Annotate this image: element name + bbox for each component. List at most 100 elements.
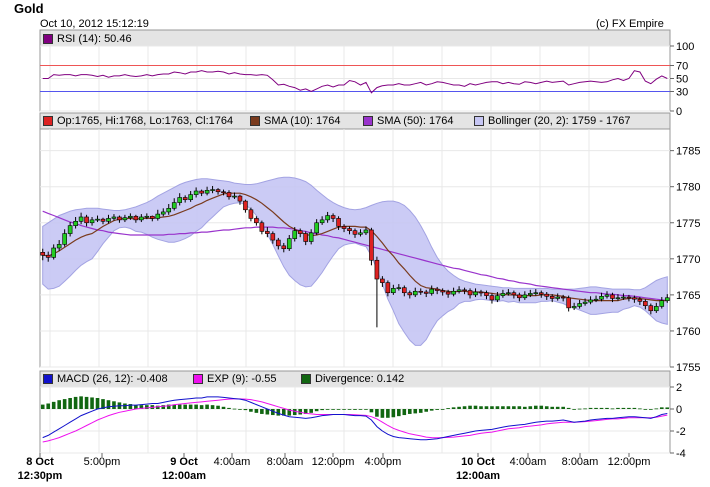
exp-swatch (193, 374, 203, 384)
candle-body (100, 218, 106, 222)
candle-body (144, 215, 150, 218)
candle-body (139, 216, 144, 221)
x-time-label: 12:30pm (18, 470, 63, 482)
candle-body (445, 291, 451, 295)
divergence-bar (314, 409, 319, 412)
divergence-bar (369, 409, 374, 413)
divergence-bar (577, 408, 582, 410)
sma50-line (42, 210, 668, 302)
macd-legend-label: MACD (26, 12): -0.408 (57, 373, 168, 385)
divergence-bar (134, 405, 138, 409)
candle-body (128, 215, 133, 219)
candle-body (484, 292, 489, 296)
x-time-label: 5:00pm (84, 456, 121, 468)
candle-body (319, 219, 325, 224)
candle-body (418, 290, 424, 293)
candle-body (489, 295, 495, 301)
candle-body (166, 208, 172, 213)
divergence-bar (106, 400, 111, 409)
candle-body (533, 292, 539, 295)
divergence-bar (123, 403, 127, 409)
divergence-bar (418, 409, 423, 413)
copyright: (c) FX Empire (596, 18, 664, 30)
candle-body (654, 306, 659, 312)
price-ytick-label: 1760 (676, 326, 700, 338)
divergence-bar (566, 407, 571, 409)
candle-body (522, 294, 528, 299)
divergence-bar (380, 409, 385, 418)
candle-body (363, 229, 369, 234)
divergence-bar (479, 406, 483, 409)
candle-body (193, 190, 199, 195)
divergence-bar (155, 405, 160, 409)
sma10-legend-label: SMA (10): 1764 (264, 115, 341, 127)
price-ytick-label: 1775 (676, 218, 700, 230)
divergence-bar (232, 408, 237, 410)
candle-body (610, 294, 615, 299)
rsi-ytick-label: 30 (676, 87, 688, 99)
divergence-bar (145, 405, 149, 409)
candle-body (133, 215, 139, 221)
macd-legend: MACD (26, 12): -0.408 (43, 373, 168, 385)
candle-body (182, 197, 188, 200)
divergence-bar (68, 398, 72, 409)
divergence-bar (249, 409, 253, 412)
divergence-bar (90, 397, 94, 409)
candle-body (637, 298, 643, 302)
bollinger-swatch (474, 116, 484, 126)
divergence-bar (199, 405, 204, 409)
ohlc-legend-label: Op:1765, Hi:1768, Lo:1763, Cl:1764 (57, 115, 234, 127)
price-ytick-label: 1780 (676, 182, 700, 194)
divergence-bar (435, 409, 439, 410)
candle-body (440, 290, 445, 293)
candle-body (402, 287, 407, 294)
divergence-bar (643, 409, 648, 410)
candle-body (281, 245, 287, 250)
x-axis: 8 Oct 12:30pm 5:00pm 9 Oct 12:00am 4:00am 8:00… (18, 453, 650, 482)
exp-legend: EXP (9): -0.55 (193, 373, 277, 385)
candle-body (538, 292, 544, 295)
candle-body (111, 216, 117, 219)
divergence-bar (588, 407, 593, 409)
candle-body (544, 293, 550, 297)
candle-body (303, 233, 308, 242)
divergence-bar (429, 409, 434, 411)
divergence-bar (632, 407, 637, 409)
divergence-bar (402, 409, 407, 416)
candle-body (45, 254, 51, 258)
candle-body (560, 296, 566, 299)
divergence-bar (517, 406, 522, 409)
candle-body (423, 291, 429, 294)
candle-body (308, 232, 314, 242)
candle-body (62, 233, 67, 245)
candle-body (511, 292, 517, 296)
candle-body (40, 252, 46, 256)
divergence-bar (128, 404, 133, 409)
ohlc-legend: Op:1765, Hi:1768, Lo:1763, Cl:1764 (43, 115, 233, 127)
candle-body (407, 292, 413, 296)
bollinger-legend: Bollinger (20, 2): 1759 - 1767 (474, 115, 630, 127)
divergence-bar (254, 409, 259, 413)
divergence-bar (391, 409, 396, 418)
divergence-bar (216, 405, 220, 409)
divergence-bar (79, 396, 83, 409)
candle-body (506, 292, 511, 295)
candle-body (626, 296, 632, 299)
sma10-swatch (250, 116, 260, 126)
divergence-bar (238, 409, 242, 410)
exp-line (42, 398, 668, 443)
candle-body (495, 295, 500, 301)
macd-ytick-label: 0 (676, 404, 682, 416)
divergence-bar (276, 409, 281, 416)
candle-body (265, 231, 270, 234)
candle-body (177, 197, 182, 203)
divergence-bar (303, 409, 308, 414)
candle-body (478, 291, 484, 294)
divergence-bar (451, 407, 456, 409)
candle-body (380, 278, 385, 283)
divergence-bar (260, 409, 264, 414)
rsi-header-bar (39, 29, 671, 47)
divergence-bar (610, 408, 615, 410)
candle-body (385, 282, 391, 294)
